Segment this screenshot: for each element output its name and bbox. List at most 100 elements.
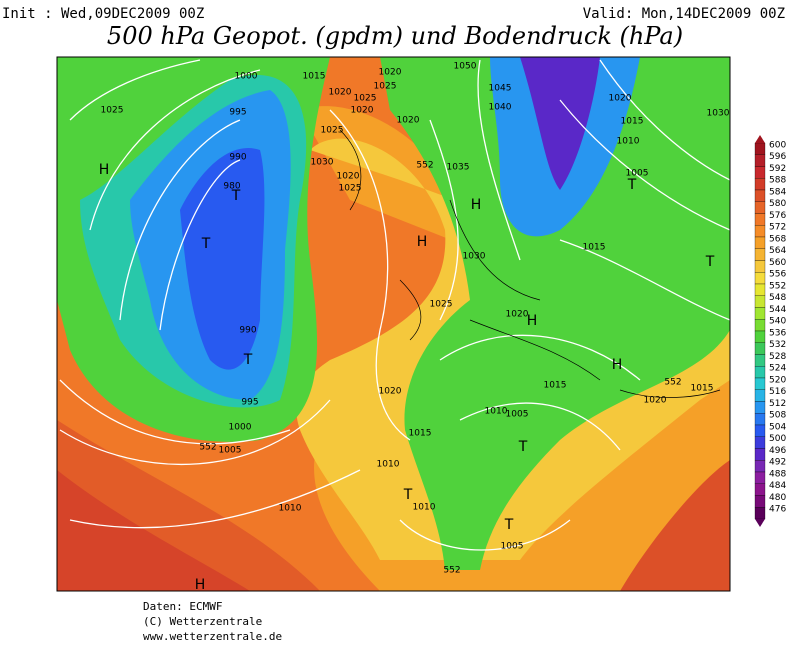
colorbar-swatch: [754, 154, 766, 167]
colorbar-label: 568: [769, 234, 786, 244]
isobar-label: 1050: [454, 62, 477, 72]
colorbar-swatch: [754, 201, 766, 214]
colorbar-swatch: [754, 366, 766, 379]
footer-line: www.wetterzentrale.de: [143, 630, 282, 643]
colorbar-label: 536: [769, 328, 786, 338]
colorbar-swatch: [754, 236, 766, 249]
colorbar-label: 548: [769, 293, 786, 303]
isobar-label: 1030: [463, 252, 486, 262]
pressure-center: T: [231, 188, 241, 204]
isobar-label: 1015: [544, 381, 567, 391]
pressure-center: H: [471, 197, 482, 213]
pressure-center: T: [504, 517, 514, 533]
colorbar-label: 544: [769, 305, 786, 315]
colorbar-swatch: [754, 166, 766, 179]
colorbar-label: 600: [769, 140, 786, 150]
colorbar-label: 560: [769, 258, 786, 268]
isobar-label: 552: [416, 161, 433, 171]
colorbar-swatch: [754, 189, 766, 202]
pressure-center: T: [403, 487, 413, 503]
isobar-label: 1030: [707, 109, 730, 119]
colorbar-label: 588: [769, 176, 786, 186]
colorbar-arrow: [755, 135, 765, 143]
colorbar-label: 540: [769, 317, 786, 327]
isobar-label: 1000: [235, 72, 258, 82]
isobar-label: 1020: [329, 88, 352, 98]
isobar-label: 1010: [413, 503, 436, 513]
isobar-label: 995: [241, 398, 258, 408]
colorbar-swatch: [754, 436, 766, 449]
map-labels: 1025H1000995990980TT990T9951000100510151…: [99, 62, 730, 592]
colorbar-swatch: [754, 330, 766, 343]
colorbar-label: 524: [769, 364, 786, 374]
colorbar-swatch: [754, 495, 766, 508]
colorbar-label: 556: [769, 270, 786, 280]
init-time: Init : Wed,09DEC2009 00Z: [2, 6, 204, 22]
colorbar-swatch: [754, 260, 766, 273]
isobar-label: 980: [223, 182, 240, 192]
pressure-center: T: [627, 177, 637, 193]
colorbar-swatch: [754, 401, 766, 414]
colorbar-label: 580: [769, 199, 786, 209]
footer-line: (C) Wetterzentrale: [143, 615, 262, 628]
map-title: 500 hPa Geopot. (gpdm) und Bodendruck (h…: [107, 22, 683, 50]
colorbar-label: 576: [769, 211, 786, 221]
colorbar-label: 508: [769, 411, 786, 421]
isobar-label: 990: [229, 153, 246, 163]
colorbar-swatch: [754, 424, 766, 437]
colorbar-swatch: [754, 354, 766, 367]
pressure-center: T: [705, 254, 715, 270]
isobar-label: 1020: [644, 396, 667, 406]
isobar-label: 1020: [337, 172, 360, 182]
colorbar-label: 584: [769, 187, 786, 197]
isobar-label: 1030: [311, 158, 334, 168]
colorbar-label: 532: [769, 340, 786, 350]
isobar-label: 1020: [506, 310, 529, 320]
pressure-center: H: [417, 234, 428, 250]
colorbar-swatch: [754, 213, 766, 226]
pressure-center: T: [518, 439, 528, 455]
colorbar-label: 476: [769, 505, 786, 515]
colorbar-swatch: [754, 413, 766, 426]
colorbar-label: 552: [769, 281, 786, 291]
colorbar-label: 484: [769, 481, 786, 491]
isobar-label: 1025: [321, 126, 344, 136]
colorbar-label: 564: [769, 246, 786, 256]
colorbar-swatch: [754, 483, 766, 496]
pressure-center: T: [243, 352, 253, 368]
isobar-label: 1020: [397, 116, 420, 126]
colorbar: 6005965925885845805765725685645605565525…: [754, 135, 786, 527]
colorbar-swatch: [754, 272, 766, 285]
isobar-label: 1010: [279, 504, 302, 514]
isobar-label: 1015: [691, 384, 714, 394]
isobar-label: 1025: [374, 82, 397, 92]
colorbar-swatch: [754, 295, 766, 308]
isobar-label: 552: [443, 566, 460, 576]
colorbar-label: 572: [769, 223, 786, 233]
isobar-label: 1020: [379, 387, 402, 397]
colorbar-swatch: [754, 460, 766, 473]
colorbar-label: 516: [769, 387, 786, 397]
pressure-center: H: [612, 357, 623, 373]
isobar-label: 1025: [101, 106, 124, 116]
colorbar-label: 500: [769, 434, 786, 444]
colorbar-swatch: [754, 377, 766, 390]
isobar-label: 1040: [489, 103, 512, 113]
isobar-label: 1005: [219, 446, 242, 456]
colorbar-swatch: [754, 142, 766, 155]
isobar-label: 1020: [351, 106, 374, 116]
colorbar-arrow: [755, 519, 765, 527]
isobar-label: 1025: [430, 300, 453, 310]
colorbar-swatch: [754, 178, 766, 191]
isobar-label: 1015: [583, 243, 606, 253]
isobar-label: 995: [229, 108, 246, 118]
isobar-label: 1045: [489, 84, 512, 94]
isobar-label: 1005: [501, 542, 524, 552]
isobar-label: 1010: [485, 407, 508, 417]
colorbar-swatch: [754, 471, 766, 484]
isobar-label: 552: [664, 378, 681, 388]
isobar-label: 1015: [303, 72, 326, 82]
isobar-label: 1010: [377, 460, 400, 470]
pressure-center: H: [99, 162, 110, 178]
